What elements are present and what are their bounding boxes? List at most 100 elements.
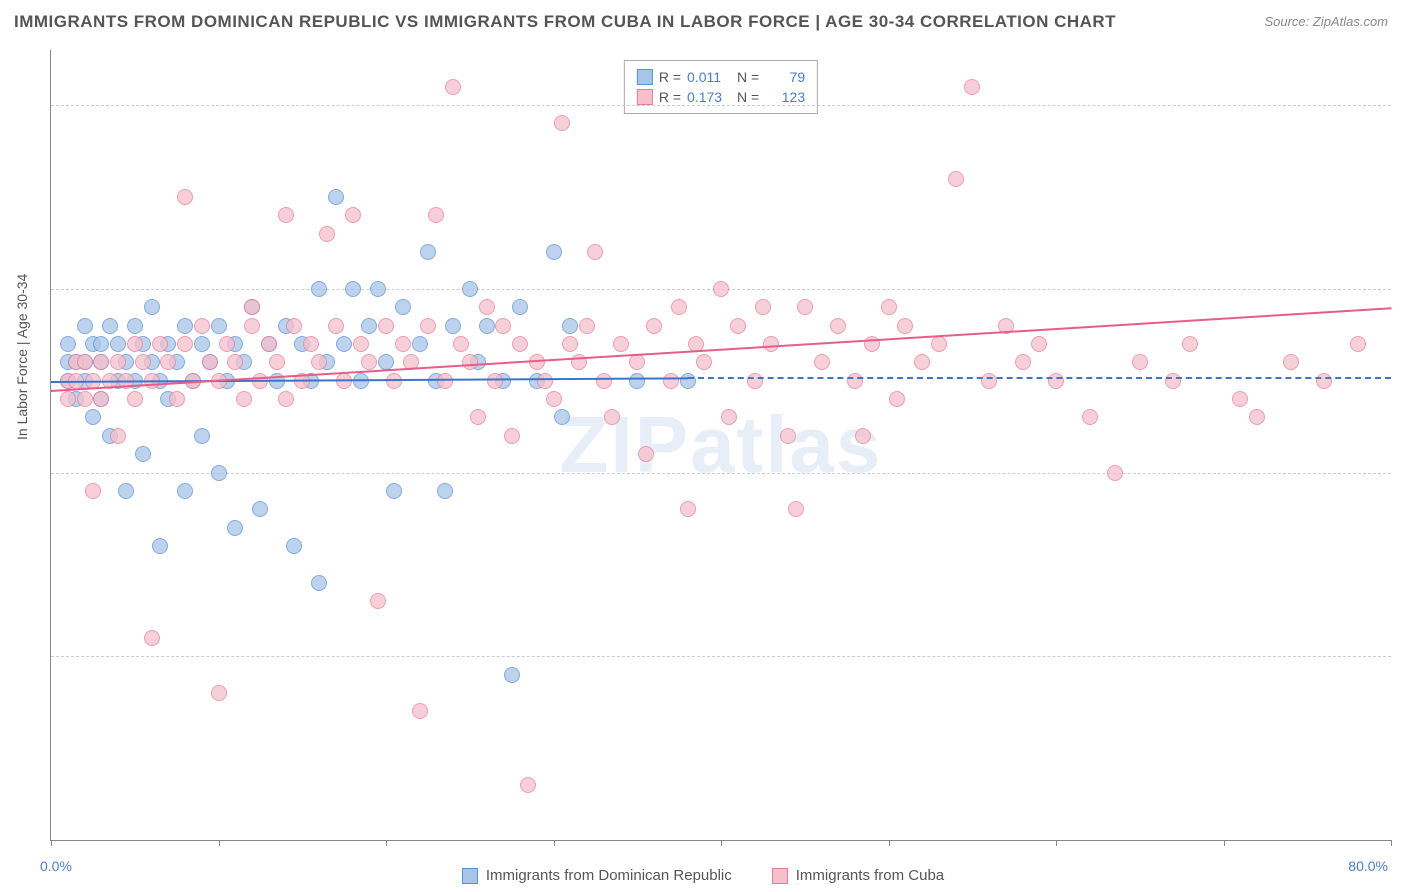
scatter-point (814, 354, 830, 370)
scatter-point (663, 373, 679, 389)
scatter-point (77, 391, 93, 407)
legend-label: Immigrants from Dominican Republic (486, 867, 732, 884)
legend-swatch (462, 868, 478, 884)
scatter-point (370, 281, 386, 297)
scatter-point (512, 299, 528, 315)
stats-row: R =0.011 N =79 (637, 67, 805, 87)
scatter-point (445, 79, 461, 95)
scatter-point (118, 483, 134, 499)
scatter-point (1031, 336, 1047, 352)
plot-area: ZIPatlas R =0.011 N =79R =0.173 N =123 7… (50, 50, 1391, 841)
scatter-point (604, 409, 620, 425)
scatter-point (319, 226, 335, 242)
scatter-point (680, 501, 696, 517)
scatter-point (730, 318, 746, 334)
scatter-point (261, 336, 277, 352)
stat-n-label: N = (733, 67, 759, 87)
scatter-point (127, 318, 143, 334)
scatter-point (881, 299, 897, 315)
scatter-point (931, 336, 947, 352)
scatter-point (981, 373, 997, 389)
scatter-point (747, 373, 763, 389)
scatter-point (412, 703, 428, 719)
stat-r-label: R = (659, 87, 681, 107)
scatter-point (219, 336, 235, 352)
scatter-point (110, 336, 126, 352)
scatter-point (504, 667, 520, 683)
scatter-point (102, 318, 118, 334)
scatter-point (169, 391, 185, 407)
scatter-point (85, 483, 101, 499)
scatter-point (77, 318, 93, 334)
scatter-point (152, 336, 168, 352)
scatter-point (1048, 373, 1064, 389)
legend-item: Immigrants from Cuba (772, 867, 944, 884)
scatter-point (160, 354, 176, 370)
y-tick-label: 90.0% (1401, 281, 1406, 297)
scatter-point (127, 391, 143, 407)
scatter-point (211, 465, 227, 481)
gridline-horizontal (51, 105, 1391, 106)
scatter-point (278, 391, 294, 407)
scatter-point (194, 318, 210, 334)
scatter-point (236, 391, 252, 407)
scatter-point (244, 318, 260, 334)
scatter-point (1283, 354, 1299, 370)
x-tick (1391, 840, 1392, 846)
scatter-point (437, 483, 453, 499)
y-tick-label: 70.0% (1401, 648, 1406, 664)
series-swatch (637, 69, 653, 85)
trend-line-extrapolated (688, 377, 1392, 379)
stat-n-value: 123 (765, 87, 805, 107)
scatter-point (211, 318, 227, 334)
scatter-point (479, 318, 495, 334)
scatter-point (512, 336, 528, 352)
scatter-point (554, 409, 570, 425)
scatter-point (855, 428, 871, 444)
x-tick (889, 840, 890, 846)
scatter-point (1249, 409, 1265, 425)
scatter-point (252, 501, 268, 517)
scatter-point (110, 354, 126, 370)
scatter-point (680, 373, 696, 389)
scatter-point (311, 575, 327, 591)
stat-n-label: N = (733, 87, 759, 107)
scatter-point (646, 318, 662, 334)
scatter-point (211, 685, 227, 701)
scatter-point (763, 336, 779, 352)
scatter-point (1232, 391, 1248, 407)
scatter-point (361, 354, 377, 370)
scatter-point (638, 446, 654, 462)
bottom-legend: Immigrants from Dominican Republic Immigr… (0, 867, 1406, 884)
scatter-point (554, 115, 570, 131)
scatter-point (278, 207, 294, 223)
stat-n-value: 79 (765, 67, 805, 87)
scatter-point (1350, 336, 1366, 352)
scatter-point (462, 281, 478, 297)
scatter-point (60, 391, 76, 407)
scatter-point (1015, 354, 1031, 370)
stats-row: R =0.173 N =123 (637, 87, 805, 107)
scatter-point (77, 354, 93, 370)
scatter-point (269, 354, 285, 370)
scatter-point (1165, 373, 1181, 389)
scatter-point (144, 299, 160, 315)
scatter-point (227, 520, 243, 536)
stat-r-label: R = (659, 67, 681, 87)
scatter-point (361, 318, 377, 334)
scatter-point (177, 336, 193, 352)
scatter-point (847, 373, 863, 389)
scatter-point (537, 373, 553, 389)
x-tick (554, 840, 555, 846)
scatter-point (1182, 336, 1198, 352)
x-tick (721, 840, 722, 846)
scatter-point (788, 501, 804, 517)
scatter-point (897, 318, 913, 334)
scatter-point (889, 391, 905, 407)
scatter-point (194, 428, 210, 444)
scatter-point (671, 299, 687, 315)
scatter-point (311, 354, 327, 370)
scatter-point (1107, 465, 1123, 481)
scatter-point (85, 409, 101, 425)
scatter-point (336, 336, 352, 352)
